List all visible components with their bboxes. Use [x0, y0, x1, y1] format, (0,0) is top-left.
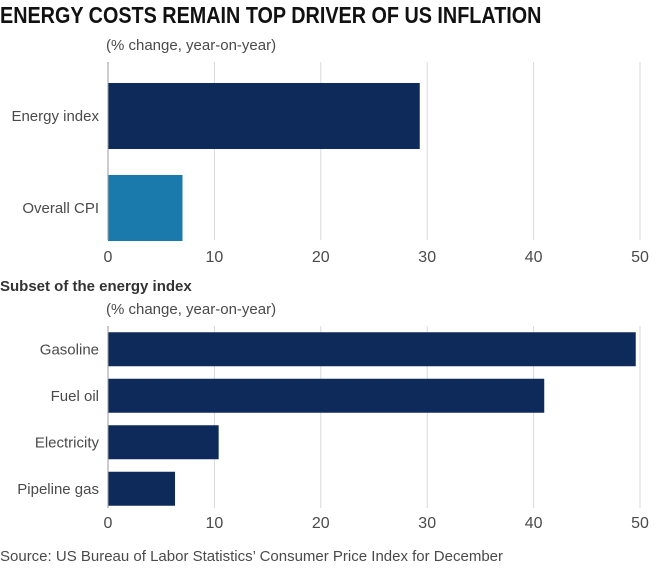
bar	[108, 425, 219, 460]
bar	[108, 332, 636, 367]
tick-label: 20	[312, 249, 330, 266]
category-label: Overall CPI	[22, 200, 99, 217]
category-label: Electricity	[35, 434, 100, 451]
energy-subset-chart: (% change, year-on-year) Gasoline Fuel oil…	[17, 301, 649, 532]
tick-label: 0	[104, 249, 113, 266]
bar	[108, 471, 176, 506]
unit-label: (% change, year-on-year)	[106, 301, 276, 318]
unit-label: (% change, year-on-year)	[106, 37, 276, 54]
category-label: Gasoline	[40, 341, 99, 358]
bar	[108, 175, 183, 241]
tick-label: 0	[104, 515, 113, 532]
tick-label: 40	[525, 515, 543, 532]
category-label: Pipeline gas	[17, 481, 99, 498]
category-label: Fuel oil	[51, 388, 99, 405]
energy-index-chart: (% change, year-on-year) Energy index Over…	[11, 37, 649, 266]
category-label: Energy index	[11, 108, 99, 125]
chart-subtitle: Subset of the energy index	[0, 278, 192, 295]
chart-title: ENERGY COSTS REMAIN TOP DRIVER OF US INF…	[0, 2, 542, 28]
tick-label: 50	[631, 249, 649, 266]
bar	[108, 378, 545, 413]
tick-label: 40	[525, 249, 543, 266]
source-note: Source: US Bureau of Labor Statistics’ C…	[0, 548, 503, 565]
tick-label: 30	[418, 515, 436, 532]
tick-label: 30	[418, 249, 436, 266]
tick-label: 20	[312, 515, 330, 532]
tick-label: 10	[206, 249, 224, 266]
tick-label: 10	[206, 515, 224, 532]
bar	[108, 83, 420, 149]
tick-label: 50	[631, 515, 649, 532]
